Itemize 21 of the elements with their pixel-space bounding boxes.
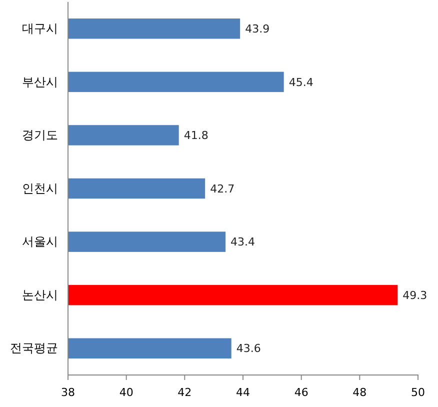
x-tick-label: 42: [178, 386, 192, 400]
x-tick-label: 46: [294, 386, 308, 400]
x-tick-label: 40: [119, 386, 134, 400]
data-label: 43.4: [230, 236, 255, 249]
y-tick-label: 경기도: [22, 128, 58, 142]
y-tick-label: 서울시: [22, 234, 58, 249]
data-label: 42.7: [210, 182, 235, 196]
data-label: 41.8: [184, 129, 208, 142]
y-tick-label: 전국평균: [10, 341, 58, 356]
x-tick-label: 48: [352, 386, 367, 400]
x-tick-label: 38: [61, 386, 75, 400]
data-label: 43.9: [245, 22, 270, 36]
x-tick-label: 50: [411, 386, 425, 400]
x-tick-label: 44: [236, 386, 250, 400]
y-tick-label: 인천시: [22, 181, 58, 196]
data-label: 43.6: [236, 342, 261, 356]
data-label: 49.3: [402, 288, 428, 302]
data-label: 45.4: [288, 76, 314, 89]
y-tick-label: 논산시: [22, 288, 58, 302]
y-tick-label: 대구시: [22, 21, 58, 36]
y-tick-label: 부산시: [22, 74, 58, 89]
